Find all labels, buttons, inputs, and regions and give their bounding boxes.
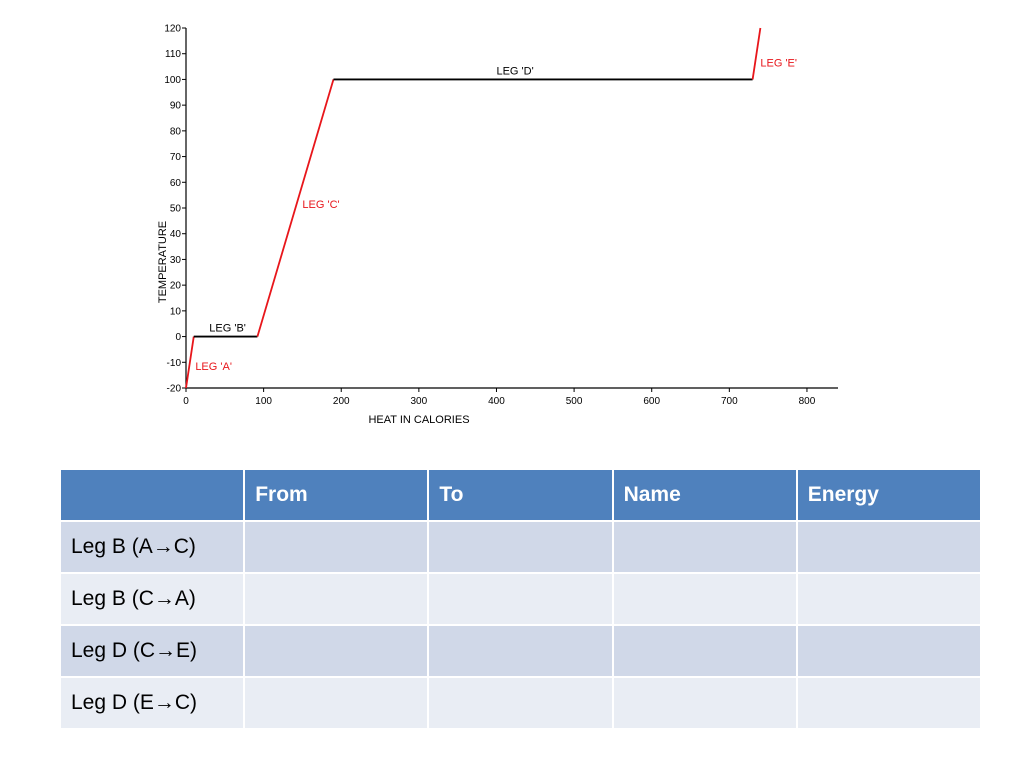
cell-to[interactable] [429, 626, 612, 676]
row-label: Leg D (E→C) [61, 678, 244, 728]
cell-name[interactable] [613, 626, 796, 676]
leg-label: LEG 'E' [760, 58, 797, 70]
table-row: Leg B (C→A) [61, 574, 980, 624]
y-tick-label: -10 [167, 358, 182, 369]
table-header-row: From To Name Energy [61, 470, 980, 520]
header-energy: Energy [797, 470, 980, 520]
row-label: Leg B (C→A) [61, 574, 244, 624]
cell-name[interactable] [613, 678, 796, 728]
cell-energy[interactable] [797, 626, 980, 676]
cell-energy[interactable] [797, 678, 980, 728]
cell-energy[interactable] [797, 522, 980, 572]
leg-label: LEG 'A' [195, 361, 232, 373]
leg-label: LEG 'D' [496, 65, 533, 77]
segment-line [185, 336, 195, 389]
x-tick-label: 300 [411, 396, 428, 407]
header-name: Name [613, 470, 796, 520]
y-tick-label: 110 [165, 49, 181, 60]
y-tick-label: -20 [167, 384, 182, 395]
y-tick-label: 60 [170, 178, 182, 189]
leg-label: LEG 'B' [209, 322, 246, 334]
cell-from[interactable] [245, 626, 428, 676]
x-tick-label: 600 [643, 396, 660, 407]
y-axis-title: TEMPERATURE [157, 221, 169, 303]
y-tick-label: 120 [164, 24, 181, 35]
header-blank [61, 470, 244, 520]
segment-line [751, 27, 762, 80]
cell-to[interactable] [429, 574, 612, 624]
cell-from[interactable] [245, 574, 428, 624]
leg-label: LEG 'C' [302, 199, 339, 211]
x-tick-label: 200 [333, 396, 350, 407]
x-tick-label: 500 [566, 396, 583, 407]
segment-line [256, 79, 335, 337]
y-tick-label: 20 [170, 281, 182, 292]
energy-table: From To Name Energy Leg B (A→C) Leg B (C… [59, 468, 982, 730]
y-tick-label: 0 [175, 332, 181, 343]
heating-curve-chart: -20 -10 0 10 20 30 40 50 60 70 80 90 100 110 120 0 100 2… [157, 24, 838, 426]
y-tick-label: 40 [170, 229, 182, 240]
leg-annotations: LEG 'A' LEG 'B' LEG 'C' LEG 'D' LEG 'E' [195, 58, 797, 373]
x-tick-label: 700 [721, 396, 738, 407]
x-tick-label: 800 [799, 396, 816, 407]
cell-from[interactable] [245, 678, 428, 728]
cell-name[interactable] [613, 574, 796, 624]
cell-energy[interactable] [797, 574, 980, 624]
y-tick-label: 50 [170, 204, 182, 215]
x-tick-label: 400 [488, 396, 505, 407]
x-axis-title: HEAT IN CALORIES [368, 414, 469, 426]
table-row: Leg B (A→C) [61, 522, 980, 572]
cell-name[interactable] [613, 522, 796, 572]
data-segments [185, 27, 762, 389]
cell-from[interactable] [245, 522, 428, 572]
header-from: From [245, 470, 428, 520]
x-tick-label: 100 [255, 396, 272, 407]
y-tick-label: 10 [170, 306, 182, 317]
x-tick-label: 0 [183, 396, 189, 407]
y-tick-label: 30 [170, 255, 182, 266]
x-axis: 0 100 200 300 400 500 600 700 800 [183, 387, 838, 407]
y-tick-label: 90 [170, 101, 182, 112]
cell-to[interactable] [429, 522, 612, 572]
row-label: Leg B (A→C) [61, 522, 244, 572]
y-axis: -20 -10 0 10 20 30 40 50 60 70 80 90 100 110 120 [164, 24, 187, 395]
y-tick-label: 100 [164, 75, 181, 86]
y-tick-label: 80 [170, 126, 182, 137]
row-label: Leg D (C→E) [61, 626, 244, 676]
y-tick-label: 70 [170, 152, 182, 163]
table-row: Leg D (E→C) [61, 678, 980, 728]
header-to: To [429, 470, 612, 520]
table-row: Leg D (C→E) [61, 626, 980, 676]
cell-to[interactable] [429, 678, 612, 728]
